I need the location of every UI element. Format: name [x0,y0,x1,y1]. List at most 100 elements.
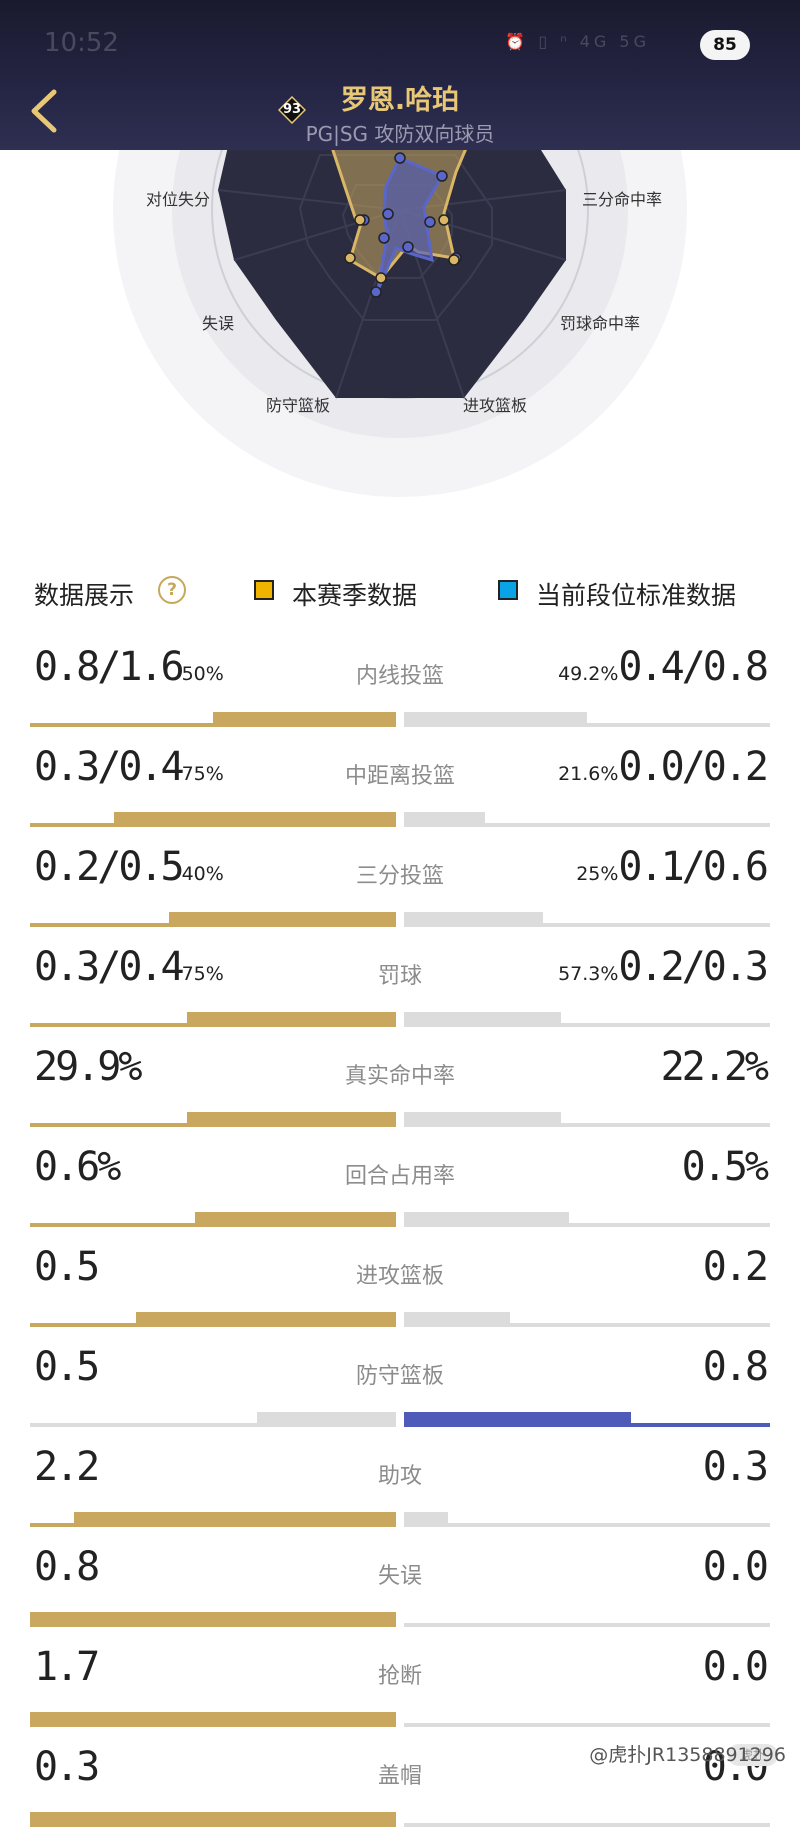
radar-grid-2 [298,154,493,321]
standard-value-main: 0.5% [681,1144,769,1190]
stat-row: 29.9% 真实命中率 22.2% [0,1034,800,1134]
standard-value-pct: 21.6% [558,763,619,785]
standard-bar-track [404,1823,770,1827]
season-value-main: 0.8/1.6 [34,644,185,690]
season-value: 0.5 [34,1244,100,1290]
season-value-main: 0.5 [34,1344,100,1390]
standard-value-pct: 25% [576,863,619,885]
standard-bar-track [404,1023,770,1027]
stat-row: 0.6% 回合占用率 0.5% [0,1134,800,1234]
season-value-main: 1.7 [34,1644,100,1690]
standard-value-pct: 57.3% [558,963,619,985]
stat-label: 中距离投篮 [344,764,455,789]
standard-value-main: 0.0/0.2 [618,744,769,790]
stats-list: 0.8/1.650% 内线投篮 49.2%0.4/0.8 0.3/0.475% 中距离投… [0,634,800,1834]
radar-axis-off-rebound: 进攻篮板 [463,396,528,415]
standard-bar [404,1112,561,1127]
radar-axis-free-throw: 罚球命中率 [560,314,641,333]
season-value-main: 0.8 [34,1544,100,1590]
season-value-pct: 50% [181,663,224,685]
season-bar [169,912,396,927]
stat-row: 0.2/0.540% 三分投篮 25%0.1/0.6 [0,834,800,934]
standard-value-main: 22.2% [660,1044,769,1090]
season-value: 0.3/0.475% [34,944,224,990]
standard-bar-track [404,1523,770,1527]
radar-svg [113,0,687,497]
season-legend-swatch [254,580,274,600]
legend-bar: 数据展示 ? 本赛季数据 当前段位标准数据 [0,566,800,616]
watermark-logo: 虎扑 [728,1744,778,1766]
standard-bar-track [404,1223,770,1227]
standard-bar [404,1212,569,1227]
watermark-text: @虎扑JR1358891296 [589,1744,786,1766]
season-bar [74,1512,396,1527]
standard-value: 22.2% [660,1044,769,1090]
standard-value: 0.0 [703,1644,769,1690]
season-value: 0.8/1.650% [34,644,224,690]
season-value: 0.2/0.540% [34,844,224,890]
season-value: 0.8 [34,1544,100,1590]
status-icons: ⏰ ▯ ⁿ 4G 5G [505,32,650,51]
battery-indicator: 85 [700,30,750,60]
standard-value: 0.2 [703,1244,769,1290]
question-icon[interactable]: ? [158,576,186,604]
standard-value: 21.6%0.0/0.2 [558,744,769,790]
standard-bar [404,1312,510,1327]
standard-value-main: 0.0 [702,1544,769,1590]
stat-row: 0.5 防守篮板 0.8 [0,1334,800,1434]
season-value-pct: 75% [181,963,224,985]
season-bar [257,1412,396,1427]
season-value: 1.7 [34,1644,100,1690]
standard-value-main: 0.1/0.6 [618,844,769,890]
chevron-left-icon[interactable] [24,86,64,136]
season-legend-label: 本赛季数据 [292,581,418,610]
standard-bar [404,1012,561,1027]
standard-value-main: 0.3 [702,1444,769,1490]
stat-label: 抢断 [377,1664,422,1689]
standard-bar-track [404,823,770,827]
standard-bar-track [404,923,770,927]
standard-bar-track [404,1323,770,1327]
standard-value-main: 0.4/0.8 [618,644,769,690]
standard-value: 0.5% [681,1144,769,1190]
season-value-main: 29.9% [34,1044,142,1090]
standard-value-main: 0.8 [702,1344,769,1390]
stat-label: 内线投篮 [355,664,444,689]
standard-value: 0.8 [702,1344,769,1390]
season-bar [213,712,396,727]
season-value-pct: 75% [181,763,224,785]
season-bar [136,1312,396,1327]
standard-bar-track [404,1723,770,1727]
standard-value: 0.0 [702,1544,769,1590]
season-bar [114,812,396,827]
stat-label: 失误 [377,1564,422,1589]
standard-value: 25%0.1/0.6 [576,844,769,890]
stat-label: 三分投篮 [355,864,444,889]
season-bar [30,1712,396,1727]
season-value-pct: 40% [181,863,224,885]
season-bar [195,1212,396,1227]
player-position: PG|SG 攻防双向球员 [305,122,495,146]
status-time: 10:52 [44,28,119,58]
season-bar-track [30,1423,396,1427]
season-bar [187,1012,396,1027]
stat-row: 0.5 进攻篮板 0.2 [0,1234,800,1334]
stat-label: 罚球 [377,964,422,989]
radar-axis-matchup-points: 对位失分 [146,190,211,209]
standard-bar [404,812,485,827]
standard-bar-track [404,1123,770,1127]
standard-legend-swatch [498,580,518,600]
standard-value: 0.3 [702,1444,769,1490]
season-bar [30,1612,396,1627]
stat-row: 2.2 助攻 0.3 [0,1434,800,1534]
standard-value: 57.3%0.2/0.3 [558,944,769,990]
season-bar [187,1112,396,1127]
standard-bar-track [404,1623,770,1627]
standard-bar-track [404,723,770,727]
rating-badge-icon [278,96,306,124]
radar-axis-def-rebound: 防守篮板 [266,396,331,415]
standard-bar [404,712,587,727]
season-value-main: 0.3/0.4 [34,744,185,790]
standard-value: 49.2%0.4/0.8 [558,644,769,690]
stat-row: 1.7 抢断 0.0 [0,1634,800,1734]
